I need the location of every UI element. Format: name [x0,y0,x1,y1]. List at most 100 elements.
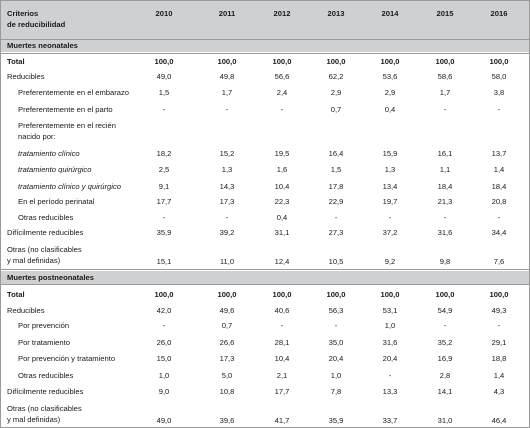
cell-2016: 34,4 [491,228,507,237]
cell-2011: 100,0 [217,57,237,66]
cell-2015: 18,4 [437,182,453,191]
cell-2012: 2,1 [276,371,288,380]
cell-2016: - [497,105,501,114]
cell-2010: 49,0 [156,72,172,81]
cell-2010: 1,0 [158,371,170,380]
cell-2010: 15,1 [156,257,172,266]
cell-2011: 5,0 [221,371,233,380]
row-label: Total [7,290,25,299]
cell-2015: 16,9 [437,354,453,363]
cell-2013: 35,0 [328,338,344,347]
cell-2015: 16,1 [437,149,453,158]
cell-2014: 53,1 [382,306,398,315]
cell-2014: 0,4 [384,105,396,114]
cell-2011: 49,8 [219,72,235,81]
cell-2012: - [280,105,284,114]
row-label: tratamiento clínico y quirúrgico [18,182,121,191]
cell-2016: - [497,321,501,330]
cell-2015: 1,7 [439,88,451,97]
cell-2012: 17,7 [274,387,290,396]
row-label: Por prevención y tratamiento [18,354,116,363]
cell-2010: 9,1 [158,182,170,191]
row-label: Otras reducibles [18,371,74,380]
cell-2014: 2,9 [384,88,396,97]
row-label: Total [7,57,25,66]
cell-2011: - [225,105,229,114]
cell-2013: - [334,213,338,222]
year-header-2015: 2015 [436,9,454,18]
cell-2013: - [334,321,338,330]
cell-2012: 100,0 [272,290,292,299]
cell-2015: 9,8 [439,257,451,266]
cell-2012: 100,0 [272,57,292,66]
cell-2014: 31,6 [382,338,398,347]
cell-2016: 49,3 [491,306,507,315]
row-label: tratamiento clínico [18,149,80,158]
year-header-2010: 2010 [155,9,173,18]
cell-2014: - [388,213,392,222]
cell-2016: 58,0 [491,72,507,81]
cell-2015: 1,1 [439,165,451,174]
cell-2015: 14,1 [437,387,453,396]
cell-2014: 13,3 [382,387,398,396]
year-header-2014: 2014 [381,9,399,18]
cell-2011: 17,3 [219,354,235,363]
cell-2010: 35,9 [156,228,172,237]
cell-2016: 3,8 [493,88,505,97]
cell-2015: 35,2 [437,338,453,347]
cell-2010: - [162,213,166,222]
header-divider [1,39,529,40]
cell-2014: 1,3 [384,165,396,174]
cell-2016: 20,8 [491,197,507,206]
row-label: Reducibles [7,72,45,81]
cell-2010: 100,0 [154,290,174,299]
cell-2016: 29,1 [491,338,507,347]
cell-2016: 18,4 [491,182,507,191]
cell-2011: 11,0 [219,257,235,266]
cell-2016: 13,7 [491,149,507,158]
cell-2013: 17,8 [328,182,344,191]
cell-2015: - [443,321,447,330]
cell-2015: 54,9 [437,306,453,315]
cell-2012: 41,7 [274,416,290,425]
cell-2015: 100,0 [435,57,455,66]
cell-2011: 1,7 [221,88,233,97]
cell-2013: 100,0 [326,57,346,66]
cell-2014: 37,2 [382,228,398,237]
cell-2014: 53,6 [382,72,398,81]
cell-2014: 9,2 [384,257,396,266]
row-label: En el período perinatal [18,197,95,206]
cell-2014: 1,0 [384,321,396,330]
cell-2013: 100,0 [326,290,346,299]
cell-2011: 0,7 [221,321,233,330]
cell-2014: 15,9 [382,149,398,158]
cell-2015: 58,6 [437,72,453,81]
year-header-2011: 2011 [218,9,236,18]
row-label: Preferentemente en el parto [18,105,113,114]
cell-2010: 17,7 [156,197,172,206]
cell-2016: 18,8 [491,354,507,363]
cell-2010: 9,0 [158,387,170,396]
cell-2012: 12,4 [274,257,290,266]
cell-2011: 49,6 [219,306,235,315]
cell-2013: 20,4 [328,354,344,363]
cell-2014: 100,0 [380,57,400,66]
cell-2015: - [443,213,447,222]
year-header-2016: 2016 [490,9,508,18]
cell-2015: 100,0 [435,290,455,299]
cell-2011: 15,2 [219,149,235,158]
cell-2011: 39,6 [219,416,235,425]
section-title: Muertes postneonatales [7,273,94,282]
cell-2010: 1,5 [158,88,170,97]
cell-2011: 14,3 [219,182,235,191]
cell-2012: 0,4 [276,213,288,222]
cell-2015: 21,3 [437,197,453,206]
cell-2012: 1,6 [276,165,288,174]
cell-2010: - [162,321,166,330]
cell-2011: 10,8 [219,387,235,396]
cell-2012: 2,4 [276,88,288,97]
cell-2015: - [443,105,447,114]
cell-2012: 19,5 [274,149,290,158]
cell-2012: 40,6 [274,306,290,315]
